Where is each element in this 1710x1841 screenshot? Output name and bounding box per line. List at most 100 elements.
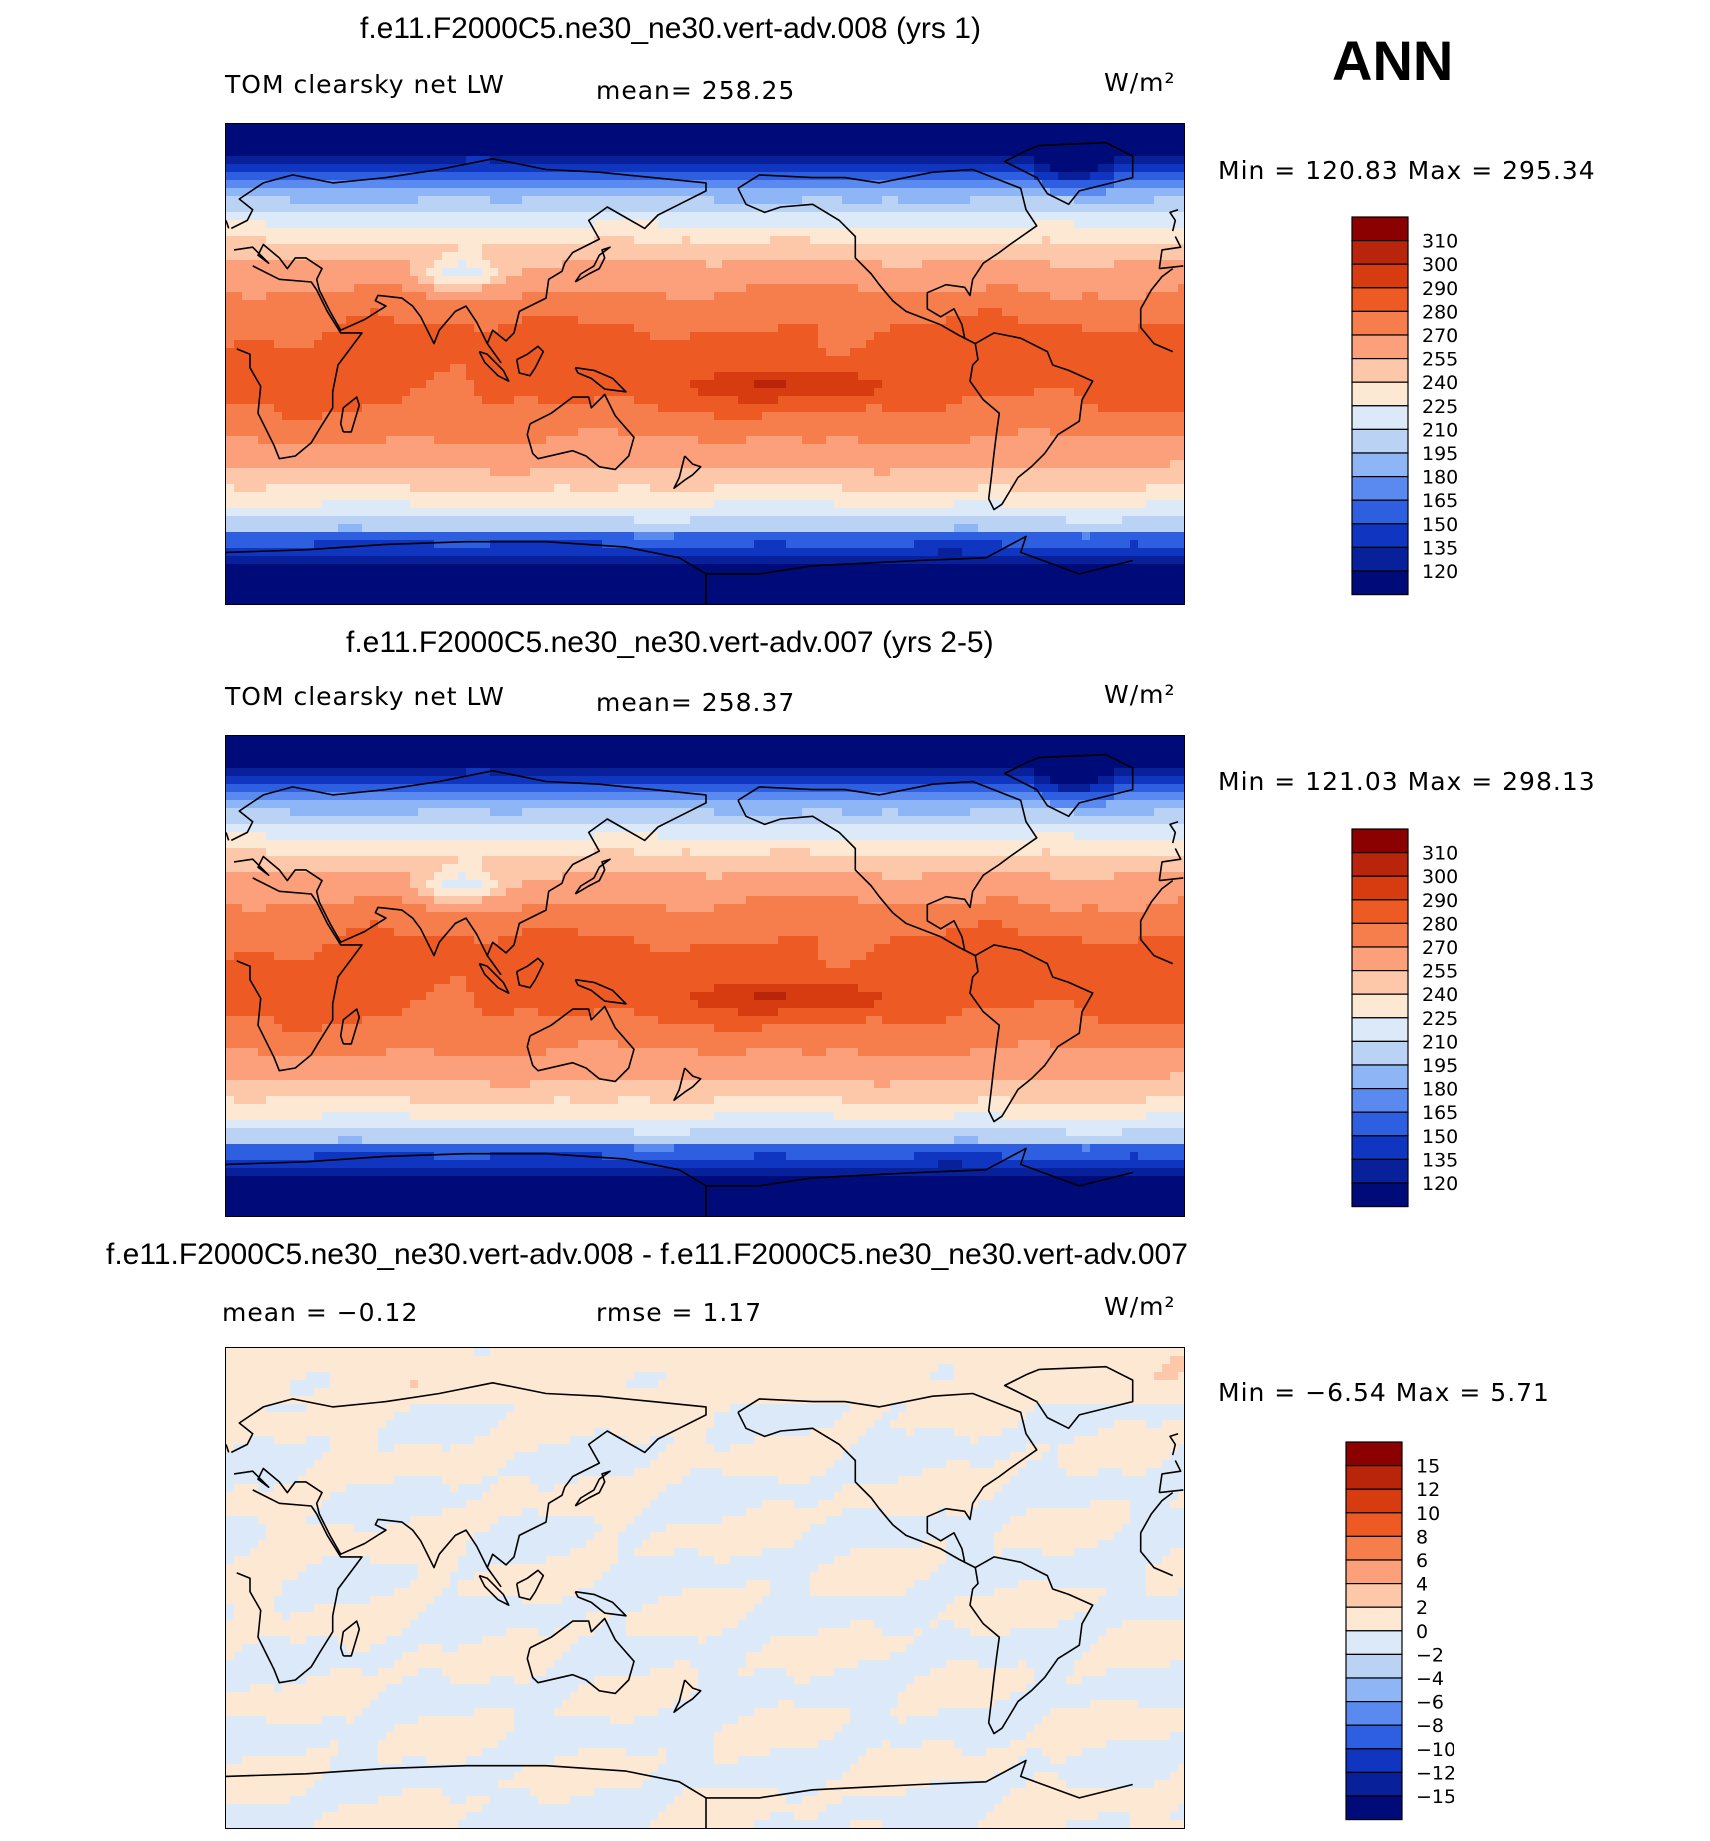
coastline-segment (1003, 141, 1134, 206)
colorbar-swatch (1351, 523, 1409, 548)
coastline-segment (969, 1556, 1094, 1735)
season-label: ANN (1332, 28, 1453, 93)
coastline-segment (1169, 820, 1179, 844)
colorbar-label: 270 (1422, 325, 1458, 347)
coastline-segment (737, 780, 1038, 957)
coastline-segment (226, 540, 707, 604)
coastline-segment (478, 1574, 510, 1606)
colorbar-label: 290 (1422, 278, 1458, 300)
colorbar-swatch (1351, 334, 1409, 360)
colorbar-label: 135 (1422, 537, 1458, 559)
colorbar-swatch (1345, 1583, 1403, 1608)
colorbar-label: 150 (1422, 1126, 1458, 1148)
colorbar-swatch (1345, 1441, 1403, 1467)
colorbar-swatch (1345, 1465, 1403, 1490)
coastline-segment (1158, 1460, 1182, 1493)
colorbar-label: 2 (1416, 1597, 1428, 1619)
panel-2-units: W/m² (1104, 680, 1176, 709)
colorbar-label: 240 (1422, 984, 1458, 1006)
coastline-segment (673, 1679, 702, 1714)
panel-3-rmse: rmse = 1.17 (596, 1298, 762, 1327)
colorbar-label: 165 (1422, 490, 1458, 512)
colorbar-swatch (1351, 476, 1409, 501)
colorbar-swatch (1345, 1748, 1403, 1773)
panel-3-title: f.e11.F2000C5.ne30_ne30.vert-adv.008 - f… (106, 1238, 1188, 1272)
panel-1-map (225, 123, 1185, 605)
colorbar-label: 180 (1422, 467, 1458, 489)
colorbar-swatch (1351, 852, 1409, 877)
coastline-segment (969, 944, 1094, 1123)
colorbar-swatch (1345, 1535, 1403, 1561)
coastline-segment (1003, 753, 1134, 818)
colorbar-swatch (1345, 1653, 1403, 1679)
colorbar-swatch (1351, 1017, 1409, 1043)
coastlines (226, 141, 1184, 604)
coastline-segment (515, 1569, 545, 1601)
colorbar-swatch (1345, 1724, 1403, 1750)
panel-2-mean: mean= 258.37 (596, 688, 795, 717)
coastline-segment (515, 345, 545, 377)
panel-1-minmax: Min = 120.83 Max = 295.34 (1218, 156, 1596, 185)
colorbar-label: 290 (1422, 890, 1458, 912)
colorbar-label: 150 (1422, 514, 1458, 536)
panel-3-minmax: Min = −6.54 Max = 5.71 (1218, 1378, 1550, 1407)
colorbar-swatch (1345, 1701, 1403, 1726)
colorbar-label: 300 (1422, 254, 1458, 276)
coastline-segment (706, 535, 1133, 575)
colorbar-label: 165 (1422, 1102, 1458, 1124)
coastline-segment (226, 1444, 230, 1453)
colorbar-swatch (1345, 1559, 1403, 1585)
colorbar-label: −15 (1416, 1786, 1454, 1808)
coastline-segment (1169, 208, 1179, 232)
coastline-segment (526, 1617, 635, 1695)
colorbar-swatch (1351, 1111, 1409, 1137)
colorbar-label: 310 (1422, 843, 1458, 865)
colorbar-swatch (1351, 358, 1409, 383)
colorbar-swatch (1351, 1158, 1409, 1184)
colorbar-swatch (1351, 287, 1409, 313)
colorbar-label: 255 (1422, 961, 1458, 983)
colorbar-label: 195 (1422, 443, 1458, 465)
coastline-segment (339, 1008, 361, 1045)
colorbar-swatch (1345, 1488, 1403, 1514)
colorbar-swatch (1351, 546, 1409, 572)
colorbar-swatch (1351, 875, 1409, 901)
coastline-segment (574, 858, 611, 895)
coastline-segment (526, 1005, 635, 1083)
coastline-segment (737, 168, 1038, 345)
colorbar-label: 195 (1422, 1055, 1458, 1077)
coastline-segment (1159, 877, 1184, 882)
coastline-segment (1159, 1489, 1184, 1494)
coastline-segment (236, 1489, 363, 1684)
coastline-segment (673, 455, 702, 490)
field-cells (226, 736, 1184, 1216)
panel-2-minmax: Min = 121.03 Max = 298.13 (1218, 767, 1596, 796)
coastline-segment (1158, 236, 1182, 269)
coastline-segment (574, 1470, 611, 1507)
panel-2-title: f.e11.F2000C5.ne30_ne30.vert-adv.007 (yr… (346, 626, 994, 660)
coastline-segment (1140, 1491, 1174, 1534)
colorbar-label: 225 (1422, 396, 1458, 418)
coastline-segment (1003, 1365, 1134, 1430)
colorbar-swatch (1351, 899, 1409, 925)
colorbar-swatch (1351, 828, 1409, 854)
coastline-segment (339, 1620, 361, 1657)
colorbar-label: −10 (1416, 1739, 1454, 1761)
coastline-segment (515, 957, 545, 989)
coastline-segment (226, 1152, 707, 1216)
colorbar-label: 10 (1416, 1503, 1440, 1525)
coastline-segment (673, 1067, 702, 1102)
coastline-segment (706, 1759, 1133, 1799)
coastline-segment (574, 366, 627, 393)
colorbar-label: 210 (1422, 1031, 1458, 1053)
colorbar-swatch (1351, 1135, 1409, 1160)
panel-3-units: W/m² (1104, 1292, 1176, 1321)
colorbar-label: 6 (1416, 1550, 1428, 1572)
coastline-segment (1139, 1532, 1174, 1577)
coastline-segment (339, 396, 361, 433)
colorbar-label: 4 (1416, 1574, 1428, 1596)
coastline-segment (1169, 1432, 1179, 1456)
field-cells (226, 124, 1184, 604)
coastline-segment (1158, 848, 1182, 881)
